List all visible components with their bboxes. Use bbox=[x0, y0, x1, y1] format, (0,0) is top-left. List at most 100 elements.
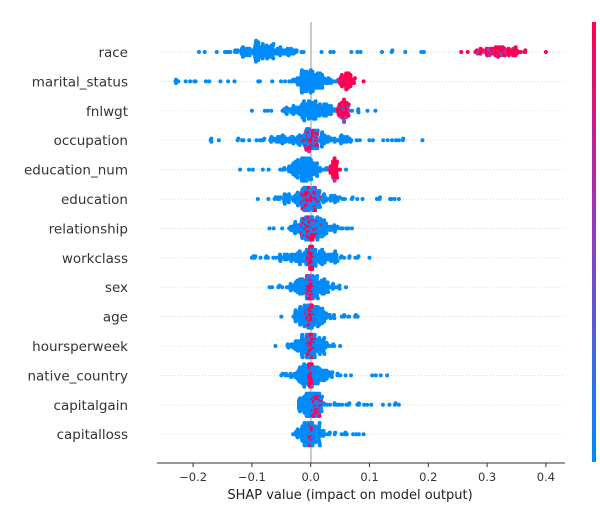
shap-point-fnlwgt bbox=[373, 108, 378, 113]
shap-point-capitalloss bbox=[351, 432, 356, 437]
shap-point-race bbox=[256, 58, 261, 62]
shap-point-age bbox=[355, 314, 360, 319]
shap-point-race bbox=[271, 56, 276, 61]
shap-point-sex bbox=[270, 285, 275, 290]
shap-point-workclass bbox=[313, 263, 318, 268]
shap-point-capitalloss bbox=[317, 421, 322, 425]
shap-point-hoursperweek bbox=[317, 336, 322, 340]
shap-point-marital_status bbox=[218, 79, 223, 84]
shap-point-education_num bbox=[296, 158, 300, 162]
shap-point-marital_status bbox=[279, 79, 283, 84]
shap-point-sex bbox=[280, 285, 285, 290]
feature-label-race: race bbox=[98, 45, 128, 61]
shap-point-education bbox=[313, 185, 318, 190]
shap-point-marital_status bbox=[320, 85, 325, 90]
shap-point-native_country bbox=[343, 373, 348, 378]
feature-label-hoursperweek: hoursperweek bbox=[32, 339, 128, 355]
shap-point-race bbox=[465, 50, 470, 54]
shap-point-race bbox=[403, 50, 408, 54]
shap-point-occupation bbox=[354, 138, 359, 143]
shap-point-capitalloss bbox=[302, 443, 307, 448]
shap-point-fnlwgt bbox=[249, 108, 254, 113]
shap-point-age bbox=[309, 325, 314, 330]
shap-point-fnlwgt bbox=[302, 99, 306, 104]
shap-point-native_country bbox=[302, 384, 307, 389]
feature-label-capitalloss: capitalloss bbox=[57, 427, 128, 443]
shap-point-native_country bbox=[309, 384, 314, 389]
shap-point-education bbox=[389, 197, 394, 201]
shap-point-marital_status bbox=[304, 69, 309, 74]
shap-point-marital_status bbox=[310, 69, 315, 74]
shap-point-education bbox=[286, 200, 291, 205]
shap-point-capitalgain bbox=[319, 409, 324, 414]
shap-point-workclass bbox=[278, 252, 282, 257]
shap-point-capitalgain bbox=[387, 402, 392, 407]
shap-point-workclass bbox=[333, 249, 338, 254]
shap-point-fnlwgt bbox=[346, 113, 351, 118]
shap-point-race bbox=[331, 50, 336, 54]
feature-label-workclass: workclass bbox=[62, 251, 128, 267]
shap-point-race bbox=[355, 50, 360, 54]
x-tick-label: 0.0 bbox=[302, 470, 320, 484]
shap-point-relationship bbox=[340, 226, 345, 231]
feature-label-age: age bbox=[103, 310, 128, 326]
shap-point-hoursperweek bbox=[322, 336, 327, 340]
shap-point-race bbox=[319, 50, 324, 54]
shap-point-workclass bbox=[278, 259, 283, 263]
shap-point-race bbox=[197, 50, 201, 54]
shap-point-hoursperweek bbox=[338, 344, 343, 348]
colorbar bbox=[592, 22, 596, 462]
shap-point-occupation bbox=[385, 138, 390, 143]
shap-point-occupation bbox=[283, 139, 288, 144]
shap-point-marital_status bbox=[257, 79, 262, 84]
shap-point-capitalgain bbox=[340, 402, 345, 407]
shap-point-sex bbox=[315, 296, 320, 301]
shap-point-capitalloss bbox=[317, 443, 322, 448]
shap-point-sex bbox=[344, 285, 348, 290]
shap-point-relationship bbox=[310, 237, 315, 242]
shap-point-race bbox=[256, 40, 261, 45]
shap-point-capitalloss bbox=[361, 432, 366, 437]
shap-point-age bbox=[322, 319, 327, 324]
shap-point-education_num bbox=[250, 167, 255, 172]
x-tick-label: 0.1 bbox=[360, 470, 378, 484]
shap-point-education_num bbox=[338, 167, 342, 172]
shap-point-race bbox=[278, 53, 283, 58]
feature-label-occupation: occupation bbox=[54, 133, 128, 149]
shap-point-capitalgain bbox=[317, 414, 322, 418]
shap-point-hoursperweek bbox=[332, 344, 337, 348]
shap-point-hoursperweek bbox=[312, 355, 317, 360]
shap-point-native_country bbox=[329, 375, 334, 379]
shap-point-education_num bbox=[295, 175, 300, 180]
shap-point-marital_status bbox=[352, 76, 357, 81]
shap-point-occupation bbox=[291, 141, 296, 146]
shap-point-occupation bbox=[394, 138, 398, 143]
shap-point-education bbox=[355, 197, 360, 201]
shap-point-education bbox=[392, 197, 397, 201]
shap-point-marital_status bbox=[188, 79, 193, 84]
shap-point-occupation bbox=[254, 138, 259, 143]
shap-point-education_num bbox=[344, 167, 348, 172]
shap-point-relationship bbox=[293, 220, 298, 224]
shap-point-education_num bbox=[311, 161, 316, 166]
shap-point-fnlwgt bbox=[342, 97, 346, 102]
shap-point-capitalloss bbox=[356, 432, 361, 437]
shap-point-native_country bbox=[309, 362, 314, 367]
shap-point-workclass bbox=[347, 254, 352, 259]
shap-point-education bbox=[378, 195, 382, 200]
shap-point-workclass bbox=[313, 247, 318, 252]
shap-point-capitalgain bbox=[356, 401, 361, 406]
shap-point-marital_status bbox=[310, 89, 315, 93]
shap-point-race bbox=[328, 50, 333, 54]
shap-point-workclass bbox=[320, 247, 325, 252]
shap-point-occupation bbox=[247, 138, 252, 143]
shap-point-native_country bbox=[378, 373, 383, 378]
shap-point-race bbox=[390, 48, 395, 53]
shap-point-fnlwgt bbox=[356, 107, 361, 112]
shap-point-age bbox=[342, 313, 347, 317]
shap-point-sex bbox=[330, 286, 335, 291]
shap-point-marital_status bbox=[193, 79, 198, 84]
shap-point-occupation bbox=[420, 138, 425, 143]
shap-point-hoursperweek bbox=[312, 332, 317, 337]
